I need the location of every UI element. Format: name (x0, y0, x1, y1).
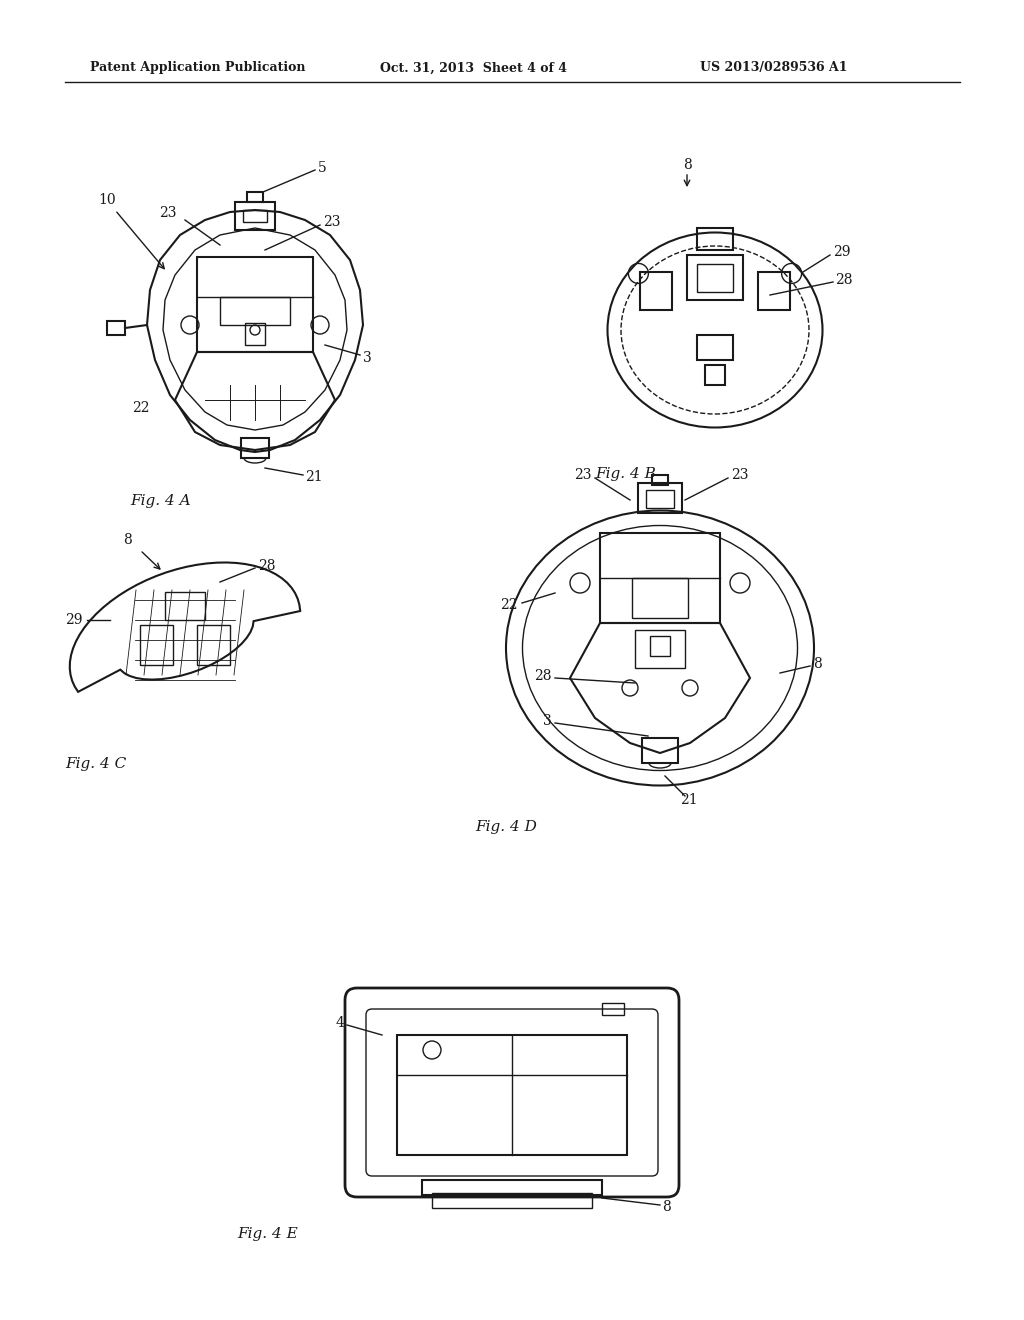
Bar (646, 490, 674, 508)
Text: 23: 23 (160, 206, 177, 220)
Bar (243, 210, 267, 222)
Text: 29: 29 (833, 246, 851, 259)
Bar (422, 1180, 602, 1195)
Bar (697, 335, 733, 360)
Text: 21: 21 (680, 793, 697, 807)
Text: 4: 4 (335, 1016, 344, 1030)
Bar (165, 591, 205, 620)
Text: Fig. 4 A: Fig. 4 A (130, 494, 190, 508)
Text: 3: 3 (362, 351, 372, 366)
Text: 28: 28 (835, 273, 853, 286)
Bar (758, 272, 790, 310)
Text: 22: 22 (501, 598, 518, 612)
Text: 10: 10 (98, 193, 116, 207)
Text: 29: 29 (66, 612, 83, 627)
Bar (632, 578, 688, 618)
Bar (140, 624, 173, 665)
Bar (650, 636, 670, 656)
Text: Patent Application Publication: Patent Application Publication (90, 62, 305, 74)
Text: 22: 22 (132, 401, 150, 414)
Bar (635, 630, 685, 668)
Text: 3: 3 (544, 714, 552, 729)
Text: 8: 8 (662, 1200, 671, 1214)
Bar (687, 255, 743, 300)
Text: US 2013/0289536 A1: US 2013/0289536 A1 (700, 62, 848, 74)
Bar (245, 323, 265, 345)
Bar (638, 483, 682, 513)
Bar (652, 475, 668, 484)
Text: Fig. 4 E: Fig. 4 E (237, 1228, 298, 1241)
Bar (397, 1035, 627, 1155)
Bar (234, 202, 275, 230)
Bar (241, 438, 269, 458)
Bar (705, 366, 725, 385)
Bar (697, 228, 733, 249)
Text: 23: 23 (731, 469, 749, 482)
Text: 8: 8 (683, 158, 691, 172)
Bar (220, 297, 290, 325)
Text: Fig. 4 D: Fig. 4 D (475, 820, 537, 834)
Bar (106, 321, 125, 335)
Text: 23: 23 (574, 469, 592, 482)
Bar (642, 738, 678, 763)
Bar (600, 533, 720, 623)
Text: 21: 21 (305, 470, 323, 484)
Bar (697, 264, 733, 292)
Text: 28: 28 (535, 669, 552, 682)
Text: Oct. 31, 2013  Sheet 4 of 4: Oct. 31, 2013 Sheet 4 of 4 (380, 62, 567, 74)
Text: 23: 23 (323, 215, 341, 228)
Bar (432, 1193, 592, 1208)
Bar (247, 191, 263, 202)
Bar (602, 1003, 624, 1015)
Text: Fig. 4 B: Fig. 4 B (595, 467, 656, 480)
Text: 28: 28 (258, 558, 275, 573)
Bar (197, 257, 313, 352)
Bar (640, 272, 672, 310)
Bar (197, 624, 230, 665)
Text: 8: 8 (123, 533, 131, 546)
Text: Fig. 4 C: Fig. 4 C (65, 756, 126, 771)
Text: 8: 8 (813, 657, 821, 671)
Text: 5: 5 (318, 161, 327, 176)
